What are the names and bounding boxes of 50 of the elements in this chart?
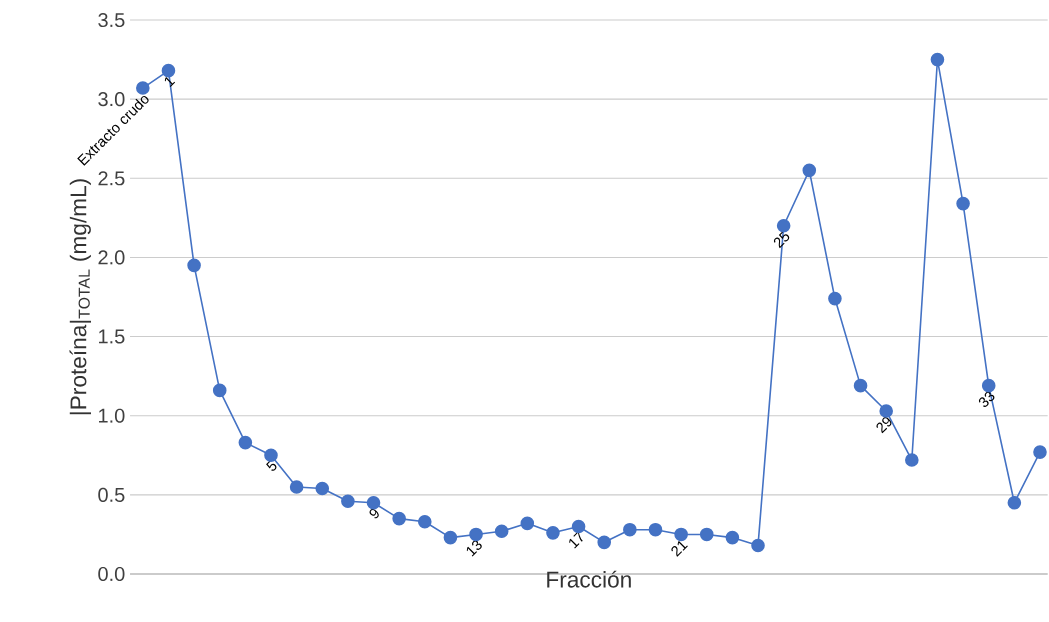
point xyxy=(725,530,740,545)
x-tick-label: 13 xyxy=(466,540,482,557)
x-tick-label: 1 xyxy=(164,77,176,87)
x-axis-title: Fracción xyxy=(547,570,631,588)
point xyxy=(648,522,663,537)
point xyxy=(853,378,868,393)
y-axis-title: |Proteína|$_{TOTAL}$ (mg/mL) xyxy=(69,179,92,415)
point xyxy=(1033,445,1047,459)
x-tick-label: 33 xyxy=(978,391,995,408)
point xyxy=(674,527,688,542)
y-tick-label: 2.0 xyxy=(98,250,125,265)
point xyxy=(238,435,253,450)
point xyxy=(776,218,791,233)
point xyxy=(905,453,919,467)
point xyxy=(187,258,201,273)
point xyxy=(546,526,560,540)
point xyxy=(161,63,176,78)
point xyxy=(699,527,714,542)
point xyxy=(751,538,765,553)
point xyxy=(392,511,406,526)
y-tick-label: 3.5 xyxy=(98,12,125,28)
y-tick-label: 1.0 xyxy=(99,408,125,423)
point xyxy=(341,494,355,508)
point xyxy=(315,481,330,496)
point xyxy=(289,480,304,494)
point xyxy=(212,383,227,398)
point xyxy=(597,535,612,550)
x-tick-label: 25 xyxy=(773,230,790,249)
point xyxy=(1007,495,1022,510)
point xyxy=(802,163,817,178)
point xyxy=(930,52,945,67)
y-tick-label: 0.5 xyxy=(98,487,125,502)
point xyxy=(443,530,458,545)
point xyxy=(623,522,637,537)
x-tick-label: 29 xyxy=(876,417,892,434)
point xyxy=(520,516,535,531)
y-tick-label: 0.0 xyxy=(98,566,125,582)
point xyxy=(417,514,432,529)
point xyxy=(956,196,970,211)
point xyxy=(879,404,893,418)
y-tick-label: 2.5 xyxy=(98,171,125,186)
x-tick-label: 9 xyxy=(369,508,379,519)
x-tick-label: 5 xyxy=(266,460,277,471)
point xyxy=(136,81,150,95)
point xyxy=(828,291,842,306)
point xyxy=(366,495,381,510)
x-tick-label: 21 xyxy=(671,540,688,557)
y-tick-label: 1.5 xyxy=(99,329,125,344)
point xyxy=(981,378,996,393)
point xyxy=(494,524,509,539)
